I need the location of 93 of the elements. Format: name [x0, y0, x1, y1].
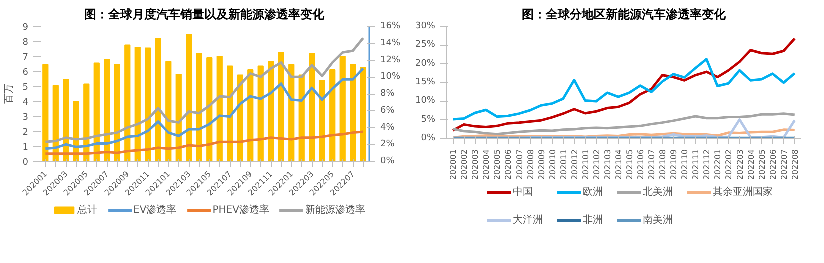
- line-series: [452, 112, 796, 136]
- x-tick-label: 202111: [692, 149, 701, 180]
- bar: [42, 64, 49, 162]
- x-tick-label: 202204: [746, 149, 756, 180]
- x-tick-label: 202102: [592, 149, 602, 180]
- bar: [124, 44, 131, 162]
- y2-tick-label: 4%: [380, 122, 396, 133]
- bar: [216, 56, 223, 162]
- legend-label: EV渗透率: [134, 204, 177, 217]
- y2-tick-label: 16%: [380, 22, 401, 32]
- x-tick-label: 202002: [460, 149, 470, 180]
- x-tick-label: 202103: [603, 149, 612, 180]
- y-tick-label: 0%: [421, 134, 436, 144]
- y-tick-label: 5%: [421, 114, 436, 125]
- x-tick-label: 202001: [449, 149, 458, 180]
- x-tick-label: 202110: [680, 149, 690, 180]
- x-tick-label: 202202: [724, 149, 734, 180]
- bar: [330, 70, 336, 162]
- y-tick-label: 8: [22, 38, 29, 48]
- y-tick-label: 7: [22, 53, 29, 63]
- y-tick-label: 5: [22, 83, 29, 93]
- y2-tick-label: 8%: [380, 89, 396, 99]
- x-tick-label: 202106: [636, 149, 646, 180]
- x-tick-label: 202206: [768, 149, 778, 180]
- bar: [350, 64, 356, 162]
- legend-label: 总计: [78, 204, 98, 217]
- bar: [134, 47, 141, 162]
- line-series: [44, 37, 365, 144]
- y-tick-label: 15%: [415, 78, 436, 88]
- line-series: [452, 58, 796, 121]
- x-tick-label: 202207: [780, 149, 789, 180]
- x-tick-label: 202005: [493, 149, 502, 180]
- x-tick-label: 202009: [537, 149, 546, 180]
- x-tick-label: 202109: [670, 149, 679, 180]
- bar: [145, 48, 152, 162]
- x-tick-label: 202004: [482, 149, 492, 180]
- x-tick-label: 202007: [515, 149, 524, 180]
- x-tick-label: 202101: [581, 149, 590, 180]
- bar: [104, 59, 110, 162]
- line-series: [44, 67, 365, 150]
- bar: [360, 67, 366, 162]
- y2-tick-label: 12%: [380, 55, 401, 66]
- y-tick-label: 3: [22, 113, 29, 123]
- x-tick-label: 202008: [526, 149, 536, 180]
- x-tick-label: 202003: [471, 149, 480, 180]
- x-tick-label: 202012: [570, 149, 580, 180]
- bar: [186, 34, 192, 162]
- legend-label: 新能源渗透率: [305, 204, 366, 217]
- legend-label: 中国: [513, 186, 533, 199]
- x-tick-label: 202205: [758, 149, 767, 180]
- x-tick-label: 202104: [614, 149, 624, 180]
- chart-title: 图：全球分地区新能源汽车渗透率变化: [522, 8, 727, 22]
- y-axis-title: 百万: [4, 84, 15, 104]
- legend-label: PHEV渗透率: [212, 204, 270, 217]
- legend-label: 北美洲: [643, 186, 673, 199]
- legend-label: 南美洲: [643, 214, 673, 227]
- x-tick-label: 202108: [658, 149, 668, 180]
- bar: [94, 62, 100, 162]
- y2-tick-label: 0%: [380, 156, 396, 166]
- y2-tick-label: 2%: [380, 140, 396, 150]
- y2-tick-label: 14%: [380, 38, 401, 48]
- chart-title: 图：全球月度汽车销量以及新能源渗透率变化: [84, 8, 326, 22]
- bar: [340, 56, 346, 162]
- y-tick-label: 6: [22, 68, 29, 78]
- legend-label: 非洲: [583, 214, 603, 227]
- x-tick-label: 202112: [702, 149, 712, 180]
- bar: [196, 53, 202, 162]
- y-tick-label: 20%: [415, 58, 436, 69]
- line-series: [44, 130, 365, 156]
- y2-tick-label: 10%: [380, 72, 401, 82]
- y-tick-label: 9: [22, 23, 29, 33]
- legend-label: 大洋洲: [513, 214, 543, 227]
- x-tick-label: 202107: [648, 149, 657, 180]
- bar: [155, 38, 162, 162]
- x-tick-label: 202203: [736, 149, 745, 180]
- x-tick-label: 202208: [790, 149, 800, 180]
- y-tick-label: 2: [22, 128, 29, 138]
- y-tick-label: 25%: [415, 40, 436, 50]
- y-tick-label: 4: [22, 98, 29, 108]
- y2-tick-label: 6%: [380, 106, 396, 116]
- x-tick-label: 202105: [626, 149, 635, 180]
- legend-label: 其余亚洲国家: [713, 186, 773, 199]
- x-tick-label: 202011: [559, 149, 568, 180]
- y-tick-label: 10%: [415, 96, 436, 106]
- line-series: [452, 38, 796, 132]
- bar: [319, 80, 326, 162]
- x-tick-label: 202006: [504, 149, 514, 180]
- y-tick-label: 30%: [415, 22, 436, 32]
- legend-label: 欧洲: [583, 186, 603, 199]
- y-tick-label: 1: [22, 143, 29, 153]
- x-tick-label: 202201: [714, 149, 723, 180]
- y-tick-label: 0: [22, 158, 29, 168]
- x-tick-label: 202010: [548, 149, 558, 180]
